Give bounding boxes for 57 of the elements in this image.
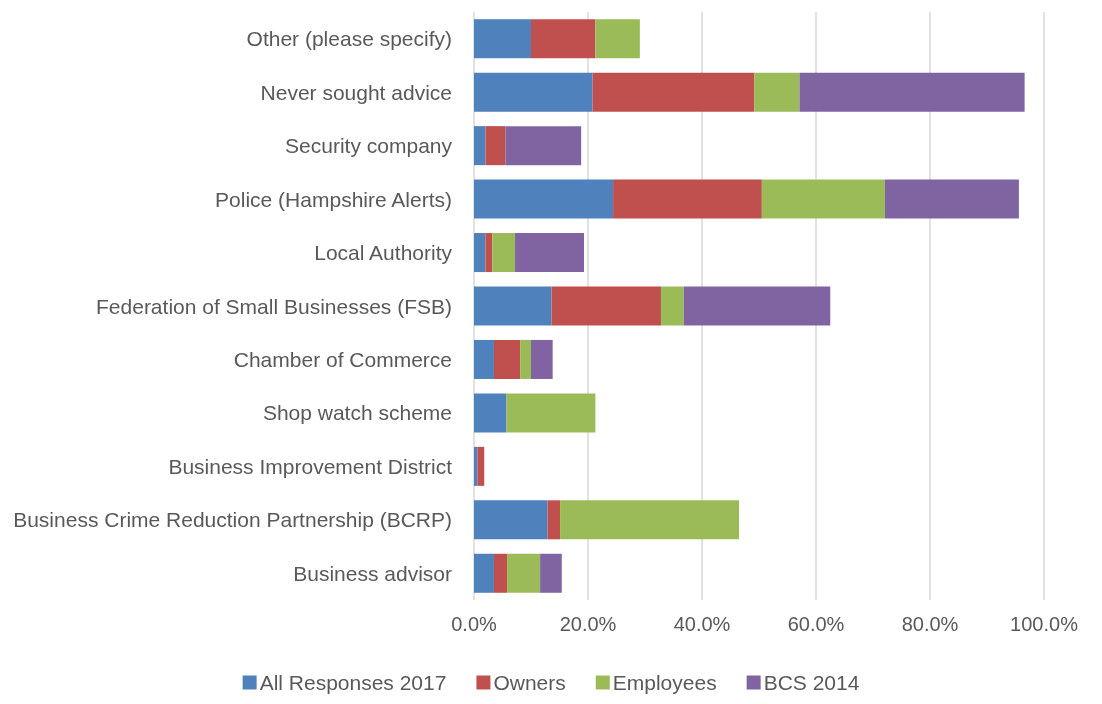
bar [507, 553, 541, 593]
legend-label: Owners [493, 671, 566, 694]
bar [474, 286, 552, 326]
bar [474, 19, 531, 59]
bar [531, 19, 596, 59]
bar [485, 126, 506, 166]
y-tick-label: Security company [285, 134, 453, 158]
bar [683, 286, 831, 326]
bar [474, 500, 548, 540]
legend-label: All Responses 2017 [259, 671, 447, 694]
bar [799, 72, 1025, 112]
bar [474, 179, 614, 219]
x-tick-label: 80.0% [901, 613, 959, 635]
bar [505, 126, 582, 166]
x-tick-label: 0.0% [451, 613, 498, 635]
bar [761, 179, 885, 219]
bar [477, 446, 485, 486]
bar [613, 179, 762, 219]
x-tick-label: 60.0% [787, 613, 845, 635]
y-tick-label: Police (Hampshire Alerts) [215, 187, 452, 211]
x-tick-label: 100.0% [1010, 613, 1079, 635]
y-tick-label: Shop watch scheme [262, 401, 452, 425]
legend-label: BCS 2014 [763, 671, 860, 694]
bar [474, 553, 494, 593]
bar [660, 286, 684, 326]
bar [754, 72, 800, 112]
bar [474, 233, 486, 273]
bar [520, 339, 531, 379]
x-tick-label: 20.0% [559, 613, 617, 635]
bar [493, 339, 521, 379]
bar [531, 339, 553, 379]
legend-label: Employees [612, 671, 717, 694]
bar [515, 233, 585, 273]
y-tick-label: Chamber of Commerce [233, 347, 452, 371]
bar [560, 500, 740, 540]
bar [540, 553, 562, 593]
y-tick-label: Federation of Small Businesses (FSB) [96, 294, 452, 318]
y-tick-label: Business Crime Reduction Partnership (BCRP) [13, 508, 452, 532]
y-tick-label: Business advisor [293, 561, 452, 585]
bar [595, 19, 640, 59]
bar [485, 233, 493, 273]
y-tick-label: Business Improvement District [168, 454, 453, 478]
bar [474, 126, 486, 166]
x-tick-label: 40.0% [673, 613, 731, 635]
y-tick-label: Never sought advice [260, 80, 452, 104]
bar [506, 393, 596, 433]
bar [474, 72, 593, 112]
bar [493, 553, 508, 593]
bar [492, 233, 516, 273]
bar [547, 500, 561, 540]
bar [474, 339, 494, 379]
y-tick-label: Local Authority [314, 241, 453, 265]
bar [884, 179, 1019, 219]
bar [474, 393, 507, 433]
bar [592, 72, 755, 112]
bar [551, 286, 661, 326]
y-tick-label: Other (please specify) [246, 27, 452, 51]
